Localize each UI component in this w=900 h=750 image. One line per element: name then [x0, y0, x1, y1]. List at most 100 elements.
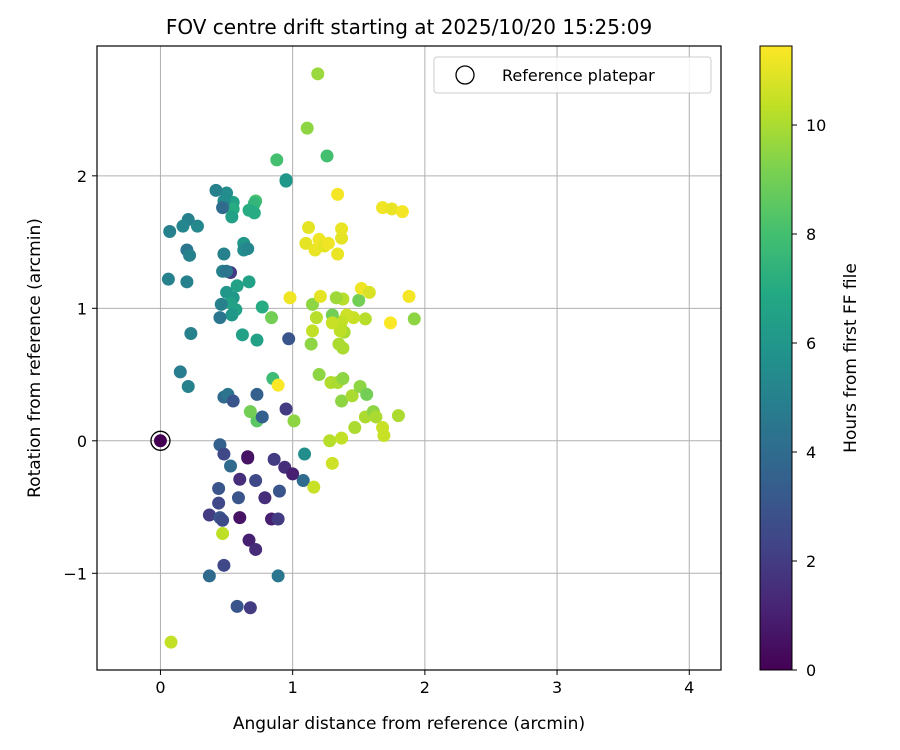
data-point — [190, 219, 204, 233]
data-point — [243, 405, 257, 419]
data-point — [271, 569, 285, 583]
data-point — [336, 372, 350, 386]
grid — [97, 46, 721, 670]
x-tick-label: 3 — [552, 678, 562, 697]
data-point — [233, 511, 247, 525]
x-tick-label: 2 — [420, 678, 430, 697]
data-point — [305, 297, 319, 311]
data-point — [163, 224, 177, 238]
data-point — [216, 201, 230, 215]
data-point — [279, 402, 293, 416]
chart-title: FOV centre drift starting at 2025/10/20 … — [166, 15, 652, 39]
data-point — [181, 379, 195, 393]
data-point — [402, 289, 416, 303]
data-point — [272, 484, 286, 498]
data-point — [231, 491, 245, 505]
data-point — [283, 291, 297, 305]
axis-ticks: 0 1 2 3 4 −1 0 1 2 — [63, 167, 694, 697]
colorbar-tick-label: 10 — [806, 116, 826, 135]
data-point — [307, 480, 321, 494]
data-point — [296, 474, 310, 488]
data-point — [358, 312, 372, 326]
data-point — [377, 429, 391, 443]
data-point — [267, 452, 281, 466]
data-point — [243, 601, 257, 615]
data-point — [331, 247, 345, 261]
data-point — [250, 333, 264, 347]
data-point — [216, 527, 230, 541]
colorbar-tick-label: 0 — [806, 661, 816, 680]
data-point — [298, 447, 312, 461]
colorbar-tick-label: 2 — [806, 552, 816, 571]
data-point — [220, 264, 234, 278]
data-point — [176, 219, 190, 233]
data-point — [391, 409, 405, 423]
data-point — [329, 291, 343, 305]
data-point — [300, 121, 314, 135]
data-point — [265, 311, 279, 325]
data-point — [249, 474, 263, 488]
data-point — [335, 394, 349, 408]
colorbar-tick-label: 4 — [806, 443, 816, 462]
x-tick-label: 1 — [288, 678, 298, 697]
data-point — [214, 297, 228, 311]
data-point — [212, 481, 226, 495]
data-point — [184, 326, 198, 340]
data-point — [258, 491, 272, 505]
data-point — [304, 337, 318, 351]
data-point — [233, 472, 247, 486]
data-point — [241, 451, 255, 465]
data-point — [305, 324, 319, 338]
legend-label-reference: Reference platepar — [502, 66, 655, 85]
data-point — [299, 236, 313, 250]
data-point — [309, 311, 323, 325]
data-point — [325, 456, 339, 470]
data-point — [270, 153, 284, 167]
x-tick-label: 4 — [684, 678, 694, 697]
data-point — [323, 434, 337, 448]
data-point — [217, 447, 231, 461]
data-point — [217, 558, 231, 572]
data-point — [335, 431, 349, 445]
data-point — [235, 328, 249, 342]
data-point — [216, 513, 230, 527]
data-point — [183, 248, 197, 262]
colorbar-tick-label: 8 — [806, 225, 816, 244]
data-point — [225, 308, 239, 322]
data-point — [362, 285, 376, 299]
data-point — [217, 247, 231, 261]
reference-point-fill — [153, 434, 167, 448]
data-point — [348, 421, 362, 435]
data-point — [395, 205, 409, 219]
data-point — [226, 394, 240, 408]
colorbar — [759, 45, 793, 671]
y-tick-label: 1 — [77, 299, 87, 318]
data-point — [242, 533, 256, 547]
colorbar-tick-label: 6 — [806, 334, 816, 353]
x-axis-label: Angular distance from reference (arcmin) — [233, 714, 585, 734]
data-point — [271, 512, 285, 526]
y-tick-label: 0 — [77, 432, 87, 451]
data-point — [286, 467, 300, 481]
y-tick-label: −1 — [63, 564, 87, 583]
legend: Reference platepar — [433, 56, 712, 94]
plot-frame — [96, 45, 722, 671]
data-point — [313, 289, 327, 303]
legend-box — [433, 56, 712, 94]
data-point — [325, 316, 339, 330]
data-point — [173, 365, 187, 379]
data-point — [241, 242, 255, 256]
data-point — [164, 635, 178, 649]
data-point — [331, 187, 345, 201]
data-point — [336, 341, 350, 355]
data-point — [383, 316, 397, 330]
data-point — [335, 222, 349, 236]
y-axis-label: Rotation from reference (arcmin) — [25, 218, 45, 498]
data-point — [255, 410, 269, 424]
data-point — [407, 312, 421, 326]
reference-point-marker — [150, 430, 171, 451]
data-point — [255, 300, 269, 314]
data-points — [150, 67, 421, 649]
data-point — [333, 324, 347, 338]
